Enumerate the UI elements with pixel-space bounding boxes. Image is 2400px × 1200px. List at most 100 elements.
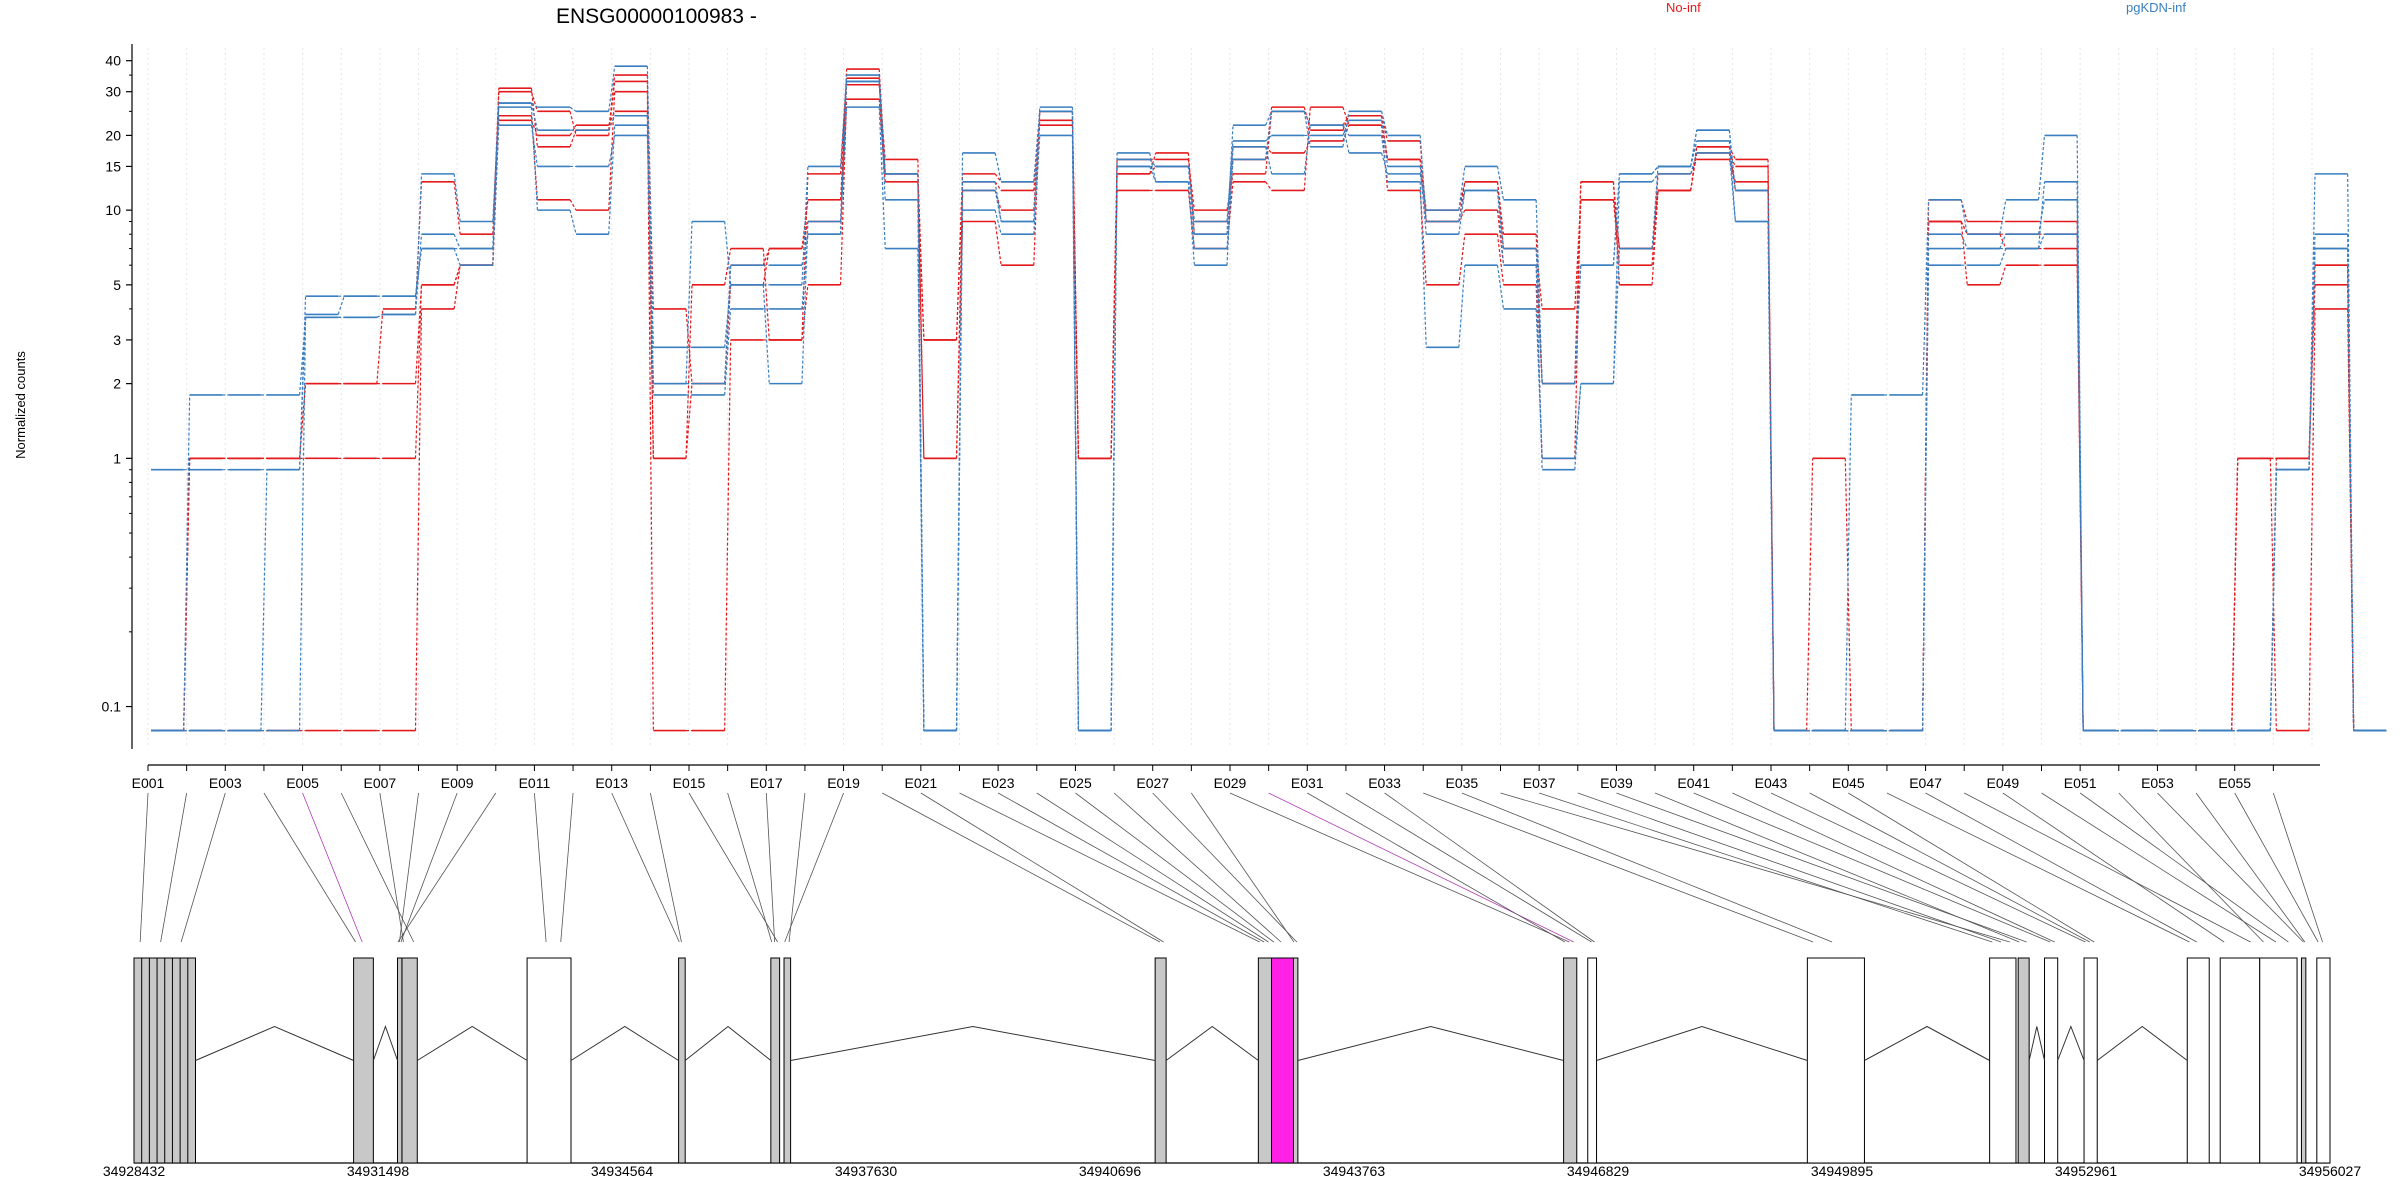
grid (147, 48, 2313, 745)
gene-model (133, 957, 2331, 1164)
transition-segment (1303, 111, 1311, 126)
exon-connector (788, 792, 806, 943)
transition-segment (608, 75, 616, 131)
transition-segment (608, 81, 616, 136)
transition-segment (994, 181, 1002, 191)
transition-segment (492, 103, 500, 249)
exon-tick-label: E019 (827, 775, 860, 791)
y-tick-label: 2 (113, 376, 121, 392)
exon-connector (1886, 792, 2190, 943)
transition-segment (1342, 106, 1350, 126)
exon-tick-label: E043 (1755, 775, 1788, 791)
exon-connector (1191, 792, 1295, 943)
transition-segment (414, 284, 423, 459)
transition-segment (1728, 146, 1736, 191)
transition-segment (530, 125, 539, 167)
exon-tick-label: E001 (132, 775, 165, 791)
intron (790, 1025, 1156, 1061)
transition-segment (2231, 458, 2239, 731)
y-tick-label: 3 (113, 332, 121, 348)
coordinate-label: 34931498 (347, 1163, 410, 1179)
transition-segment (1999, 199, 2007, 235)
transition-segment (646, 111, 654, 459)
intron (570, 1025, 679, 1061)
transition-segment (1612, 248, 1621, 384)
intron (2057, 1025, 2085, 1061)
exon-block (2316, 957, 2331, 1164)
transition-segment (1535, 265, 1543, 470)
transition-segment (1921, 199, 1930, 396)
y-tick-label: 30 (105, 84, 121, 100)
exon-block (1257, 957, 1273, 1164)
transition-segment (1226, 125, 1234, 235)
transition-segment (1574, 181, 1582, 384)
exon-connector (400, 792, 458, 943)
exon-connector (379, 792, 404, 943)
exon-connector (727, 792, 773, 943)
transition-segment (1496, 181, 1505, 235)
y-tick-label: 15 (105, 158, 121, 174)
exon-block (2186, 957, 2210, 1164)
transition-segment (608, 125, 616, 235)
transition-segment (1187, 159, 1195, 211)
transition-segment (1380, 152, 1389, 175)
exon-connector (688, 792, 778, 943)
exon-connector (1809, 792, 2090, 943)
transition-segment (1921, 234, 1930, 731)
transition-segment (839, 75, 848, 167)
transition-segment (1187, 166, 1195, 222)
transition-segment (1033, 111, 1041, 222)
transition-segment (1535, 199, 1543, 384)
coordinate-label: 34952961 (2055, 1163, 2118, 1179)
transition-segment (608, 66, 616, 112)
transition-segment (801, 173, 809, 340)
exon-block (2044, 957, 2059, 1164)
transition-segment (1651, 190, 1659, 285)
exon-tick-label: E047 (1909, 775, 1942, 791)
exon-connector (1848, 792, 2095, 943)
legend-no-inf: No-inf (1666, 0, 1701, 15)
transition-segment (994, 190, 1002, 222)
transition-segment (1960, 233, 1968, 249)
transition-segment (1806, 458, 1814, 731)
exon-tick-label: E041 (1677, 775, 1710, 791)
exon-connector (2041, 792, 2277, 943)
transition-segment (1380, 115, 1389, 142)
exon-tick-label: E003 (209, 775, 242, 791)
exon-tick-label: E029 (1214, 775, 1247, 791)
exon-connector (263, 792, 356, 943)
transition-segment (1342, 124, 1350, 142)
exon-block (1292, 957, 1299, 1164)
coordinate-label: 34937630 (835, 1163, 898, 1179)
transition-segment (1496, 190, 1505, 266)
transition-segment (337, 296, 345, 315)
exon-connector (2195, 792, 2306, 943)
transition-segment (1303, 125, 1311, 174)
transition-segment (1844, 394, 1852, 731)
exon-connector (2157, 792, 2304, 943)
exon-connector (765, 792, 776, 943)
exon-block (1587, 957, 1598, 1164)
transition-segment (1265, 111, 1273, 174)
exon-block (783, 957, 792, 1164)
transition-segment (376, 308, 384, 384)
transition-segment (2347, 173, 2355, 731)
exon-connector (2234, 792, 2319, 943)
transition-segment (1496, 234, 1505, 285)
transition-segment (839, 81, 848, 235)
transition-segment (453, 248, 461, 266)
transition-segment (801, 234, 809, 266)
exon-tick-label: E011 (519, 775, 551, 791)
transition-segment (917, 173, 925, 340)
transition-segment (1960, 221, 1968, 285)
transition-segment (685, 308, 693, 384)
transition-segment (1149, 166, 1157, 183)
transition-segment (1303, 111, 1311, 147)
transition-segment (724, 339, 732, 731)
transition-segment (260, 469, 268, 731)
transition-segment (1612, 199, 1621, 249)
transition-segment (1728, 130, 1736, 191)
transition-segment (1651, 166, 1659, 249)
transition-segment (2037, 135, 2046, 200)
exon-connector (920, 792, 1164, 943)
